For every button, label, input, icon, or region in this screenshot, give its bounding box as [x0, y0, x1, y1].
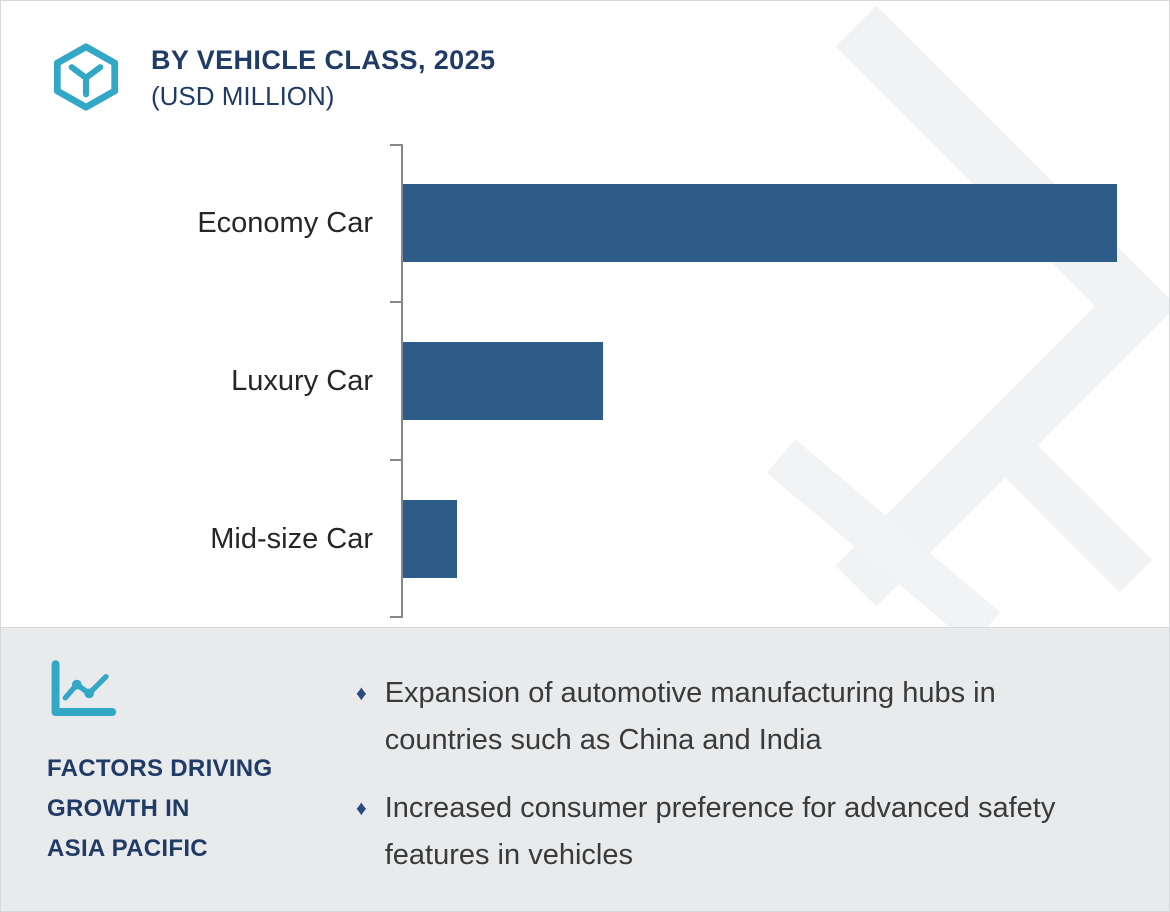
chart-title: BY VEHICLE CLASS, 2025 [151, 45, 496, 75]
list-item: ♦ Expansion of automotive manufacturing … [356, 670, 1096, 764]
bar-track [403, 184, 1117, 262]
category-label-mid-size-car: Mid-size Car [210, 522, 373, 555]
chart-section: BY VEHICLE CLASS, 2025 (USD MILLION) Eco… [1, 1, 1169, 629]
factors-heading-line-3: ASIA PACIFIC [47, 835, 208, 862]
factors-panel: FACTORS DRIVING GROWTH IN ASIA PACIFIC ♦… [1, 627, 1169, 911]
chart-subtitle: (USD MILLION) [151, 81, 335, 111]
chart-header: BY VEHICLE CLASS, 2025 (USD MILLION) [1, 1, 1169, 113]
axis-tick [390, 616, 402, 618]
bar-row-mid-size-car: Mid-size Car [1, 460, 1169, 618]
factor-bullet-text: Expansion of automotive manufacturing hu… [384, 677, 996, 756]
factor-bullet-text: Increased consumer preference for advanc… [384, 792, 1056, 871]
y-axis-line [401, 144, 403, 618]
bar-track [403, 342, 1117, 420]
axis-tick [390, 301, 402, 303]
bar-track [403, 500, 1117, 578]
bar-luxury-car [403, 342, 603, 420]
factors-heading-line-2: GROWTH IN [47, 795, 190, 822]
category-label-economy-car: Economy Car [197, 206, 373, 239]
factors-bullet-list: ♦ Expansion of automotive manufacturing … [356, 670, 1096, 879]
list-item: ♦ Increased consumer preference for adva… [356, 785, 1096, 879]
bar-mid-size-car [403, 500, 457, 578]
line-chart-icon [51, 660, 117, 717]
factors-bullets-block: ♦ Expansion of automotive manufacturing … [356, 628, 1169, 911]
factors-heading-block: FACTORS DRIVING GROWTH IN ASIA PACIFIC [1, 628, 356, 911]
axis-tick [390, 144, 402, 146]
chart-title-block: BY VEHICLE CLASS, 2025 (USD MILLION) [151, 43, 495, 113]
factors-heading-line-1: FACTORS DRIVING [47, 755, 273, 782]
brand-logo-icon [47, 43, 125, 111]
bar-row-luxury-car: Luxury Car [1, 302, 1169, 460]
horizontal-bar-chart: Economy Car Luxury Car Mid-size Car [1, 144, 1169, 618]
background-chevron-watermark [766, 5, 1169, 629]
diamond-bullet-icon: ♦ [356, 682, 367, 705]
factors-heading: FACTORS DRIVING GROWTH IN ASIA PACIFIC [47, 749, 356, 869]
bar-economy-car [403, 184, 1117, 262]
hexagon-y-logo-icon [53, 43, 119, 111]
diamond-bullet-icon: ♦ [356, 797, 367, 820]
category-label-luxury-car: Luxury Car [231, 364, 373, 397]
axis-tick [390, 459, 402, 461]
bar-row-economy-car: Economy Car [1, 144, 1169, 302]
